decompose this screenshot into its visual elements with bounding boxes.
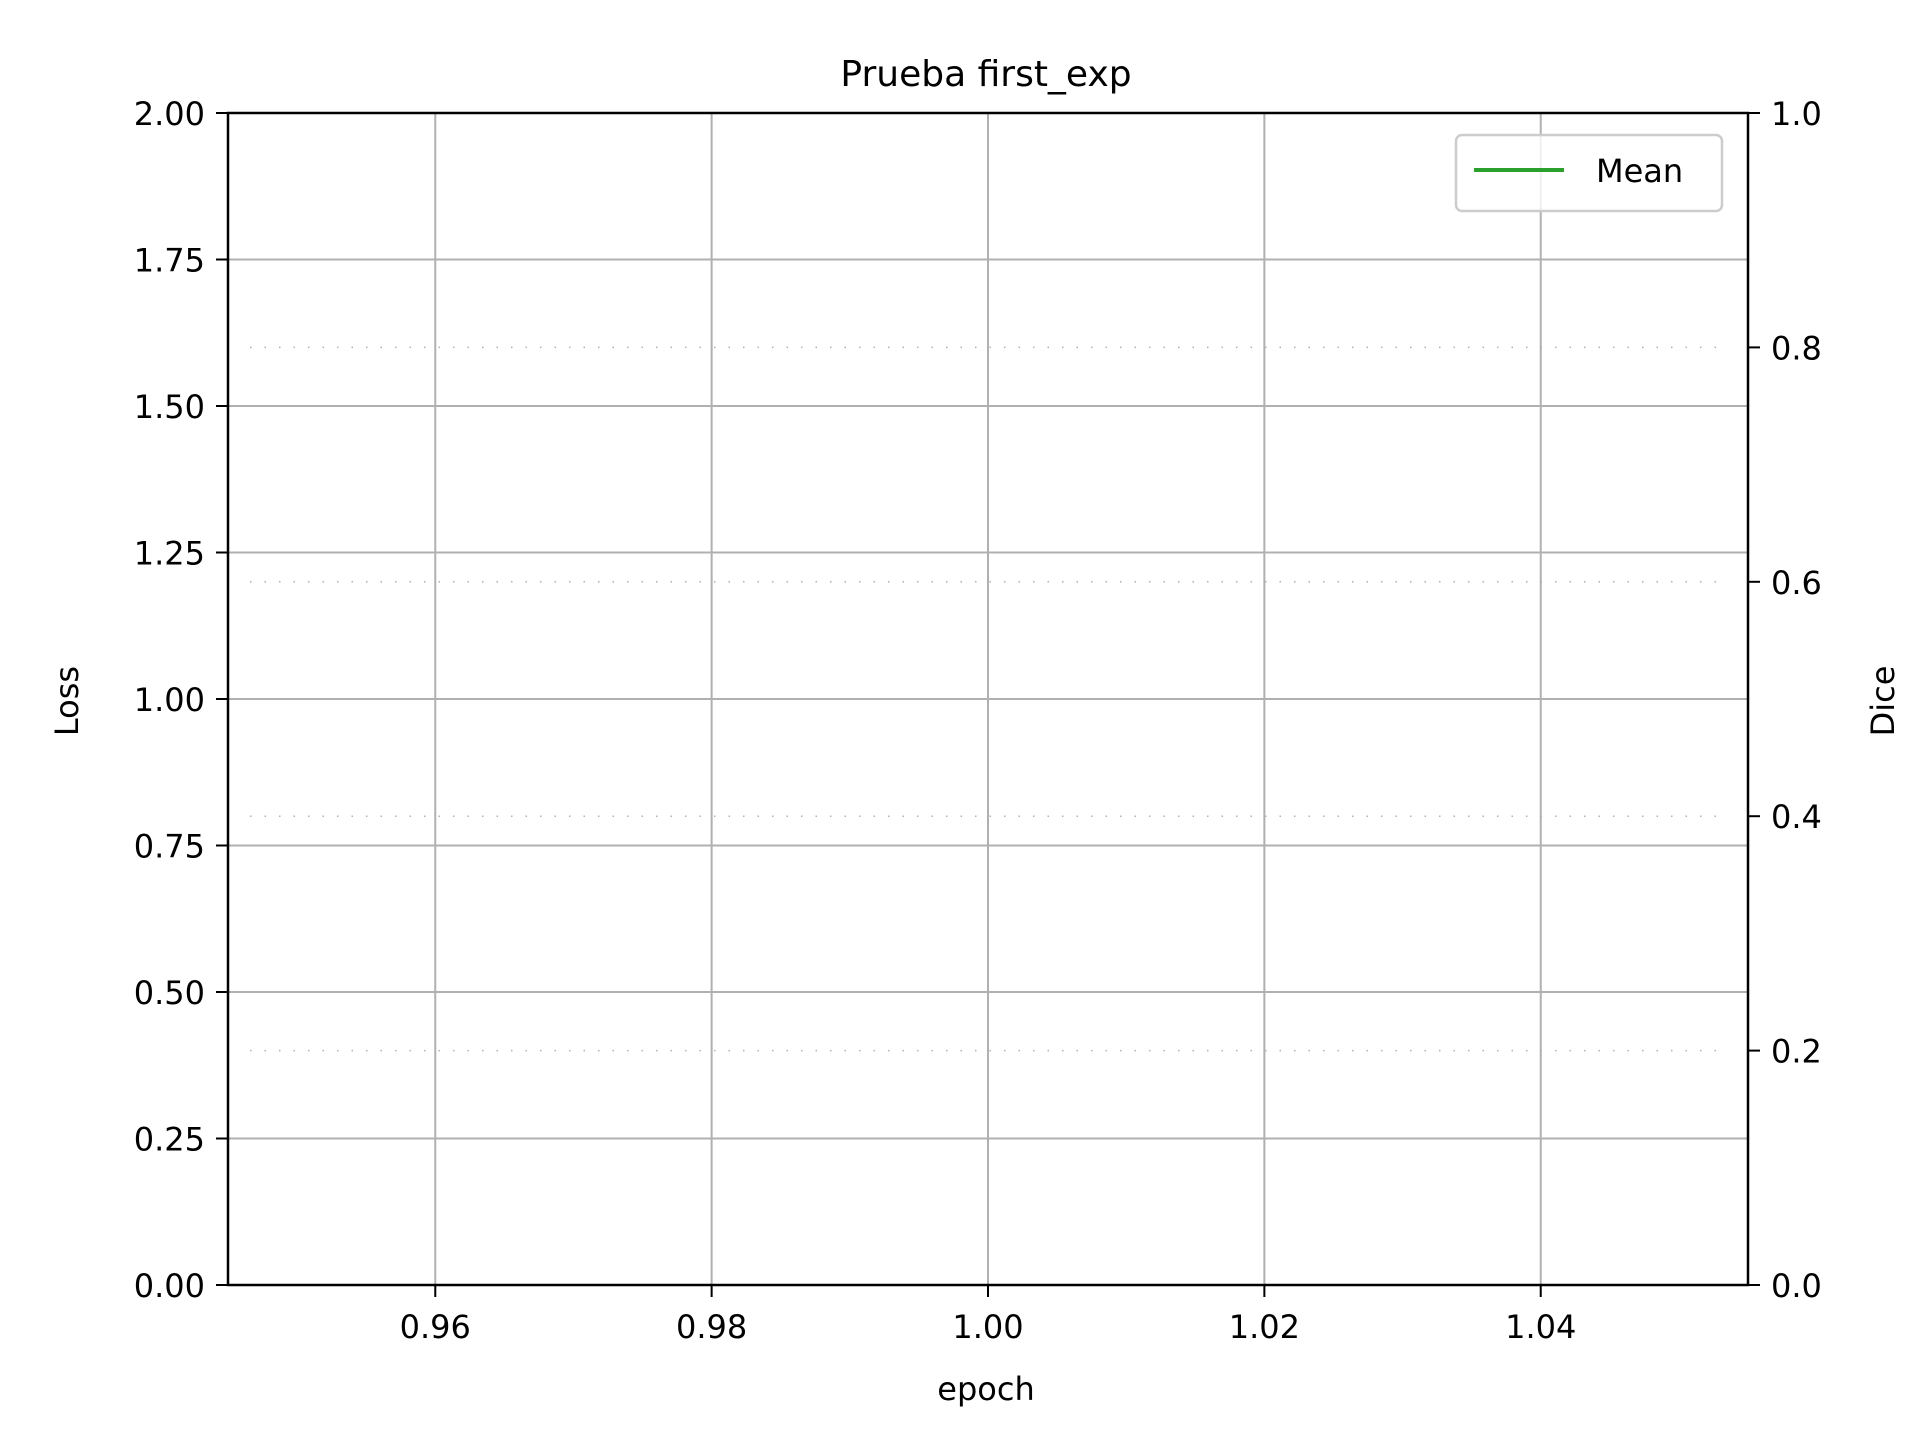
y-tick-label: 2.00 xyxy=(134,95,205,133)
y-tick-label: 1.75 xyxy=(134,242,205,280)
x-ticks: 0.96 0.98 1.00 1.02 1.04 xyxy=(400,1285,1576,1346)
y2-tick-label: 0.0 xyxy=(1771,1267,1822,1305)
y2-tick-label: 0.6 xyxy=(1771,564,1822,602)
y-axis-label: Loss xyxy=(48,666,86,736)
y2-tick-label: 0.4 xyxy=(1771,798,1822,836)
y2-tick-label: 1.0 xyxy=(1771,95,1822,133)
legend-box xyxy=(1454,133,1724,213)
y-tick-label: 1.25 xyxy=(134,535,205,573)
y2-tick-label: 0.8 xyxy=(1771,329,1822,367)
x-axis-label: epoch xyxy=(937,1370,1034,1408)
x-tick-label: 1.00 xyxy=(952,1308,1023,1346)
y2-tick-label: 0.2 xyxy=(1771,1033,1822,1071)
y-ticks: 0.00 0.25 0.50 0.75 1.00 1.25 1.50 1.75 2.00 xyxy=(134,95,228,1305)
y2-ticks: 0.0 0.2 0.4 0.6 0.8 1.0 xyxy=(1748,95,1822,1305)
y2-axis-label: Dice xyxy=(1864,666,1902,737)
y-tick-label: 0.00 xyxy=(134,1267,205,1305)
legend-label-mean: Mean xyxy=(1596,152,1683,190)
x-tick-label: 0.98 xyxy=(676,1308,747,1346)
legend: Mean xyxy=(1454,133,1724,213)
y-tick-label: 0.25 xyxy=(134,1121,205,1159)
x-tick-label: 1.04 xyxy=(1505,1308,1576,1346)
y-tick-label: 0.75 xyxy=(134,828,205,866)
y-tick-label: 1.00 xyxy=(134,681,205,719)
chart-title: Prueba first_exp xyxy=(840,54,1131,95)
x-tick-label: 1.02 xyxy=(1229,1308,1300,1346)
y-tick-label: 1.50 xyxy=(134,388,205,426)
x-tick-label: 0.96 xyxy=(400,1308,471,1346)
grid-layer xyxy=(228,113,1748,1285)
y-tick-label: 0.50 xyxy=(134,974,205,1012)
